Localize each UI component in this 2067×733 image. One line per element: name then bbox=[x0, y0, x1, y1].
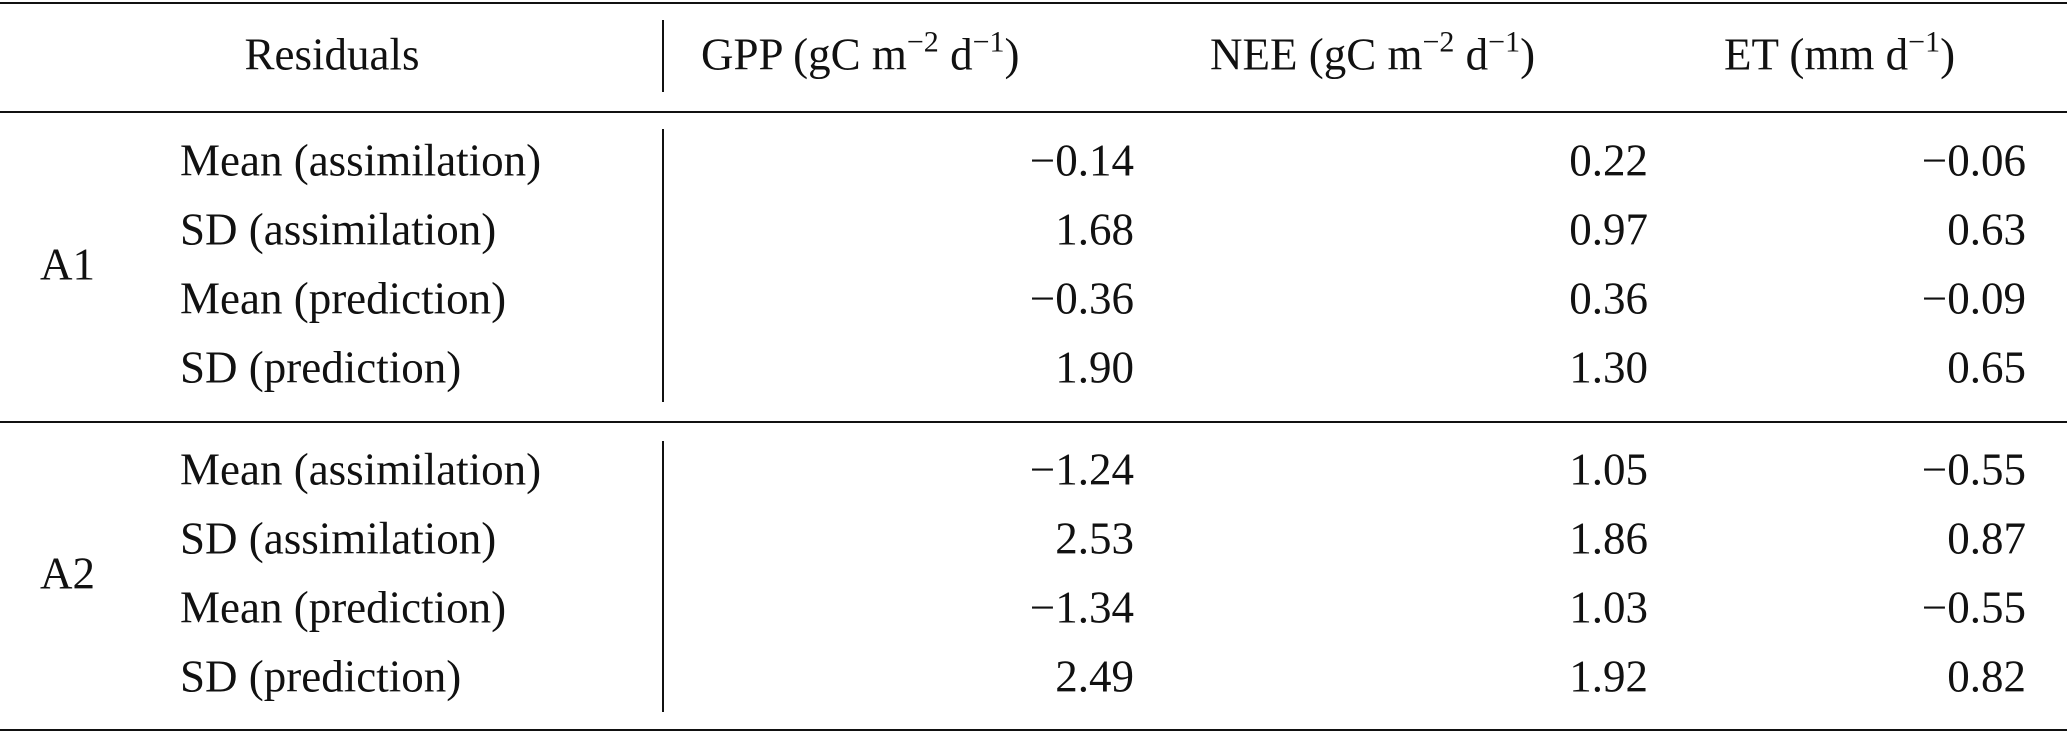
header-residuals: Residuals bbox=[244, 29, 420, 80]
cell-value: 0.87 bbox=[1947, 513, 2026, 564]
cell-value: −1.34 bbox=[1029, 582, 1134, 633]
header-text: ) bbox=[1520, 29, 1536, 80]
cell-value: −0.09 bbox=[1921, 273, 2026, 324]
row-label: SD (prediction) bbox=[180, 651, 462, 702]
cell-value: 2.53 bbox=[1055, 513, 1134, 564]
bottom-rule bbox=[0, 729, 2067, 731]
header-text: d bbox=[1454, 29, 1489, 80]
header-rule bbox=[0, 111, 2067, 113]
header-text: ) bbox=[1004, 29, 1020, 80]
cell-value: 0.22 bbox=[1569, 135, 1648, 186]
header-text: ET (mm d bbox=[1724, 29, 1909, 80]
superscript: −1 bbox=[972, 25, 1005, 59]
cell-value: −0.14 bbox=[1029, 135, 1134, 186]
cell-value: 1.05 bbox=[1569, 444, 1648, 495]
cell-value: −0.36 bbox=[1029, 273, 1134, 324]
cell-value: 2.49 bbox=[1055, 651, 1134, 702]
header-text: d bbox=[938, 29, 973, 80]
row-label: SD (prediction) bbox=[180, 342, 462, 393]
cell-value: 1.03 bbox=[1569, 582, 1648, 633]
cell-value: 0.36 bbox=[1569, 273, 1648, 324]
cell-value: 1.90 bbox=[1055, 342, 1134, 393]
group-label: A2 bbox=[40, 548, 95, 598]
column-divider bbox=[662, 129, 664, 402]
cell-value: −0.06 bbox=[1921, 135, 2026, 186]
header-text: NEE (gC m bbox=[1210, 29, 1423, 80]
cell-value: 1.92 bbox=[1569, 651, 1648, 702]
column-header: GPP (gC m−2 d−1) bbox=[701, 27, 1020, 80]
top-rule bbox=[0, 2, 2067, 4]
group-rule bbox=[0, 421, 2067, 423]
header-text: GPP (gC m bbox=[701, 29, 907, 80]
superscript: −1 bbox=[1908, 25, 1941, 59]
cell-value: 1.68 bbox=[1055, 204, 1134, 255]
cell-value: −1.24 bbox=[1029, 444, 1134, 495]
cell-value: 0.82 bbox=[1947, 651, 2026, 702]
cell-value: 0.65 bbox=[1947, 342, 2026, 393]
column-divider bbox=[662, 441, 664, 712]
row-label: Mean (assimilation) bbox=[180, 444, 542, 495]
column-header: NEE (gC m−2 d−1) bbox=[1210, 27, 1536, 80]
column-header: ET (mm d−1) bbox=[1724, 27, 1956, 80]
row-label: SD (assimilation) bbox=[180, 204, 497, 255]
column-divider bbox=[662, 20, 664, 92]
cell-value: 1.86 bbox=[1569, 513, 1648, 564]
row-label: SD (assimilation) bbox=[180, 513, 497, 564]
group-label: A1 bbox=[40, 239, 95, 289]
superscript: −2 bbox=[1422, 25, 1455, 59]
superscript: −2 bbox=[906, 25, 939, 59]
cell-value: −0.55 bbox=[1921, 582, 2026, 633]
cell-value: 0.97 bbox=[1569, 204, 1648, 255]
cell-value: 0.63 bbox=[1947, 204, 2026, 255]
cell-value: 1.30 bbox=[1569, 342, 1648, 393]
row-label: Mean (prediction) bbox=[180, 582, 507, 633]
row-label: Mean (assimilation) bbox=[180, 135, 542, 186]
superscript: −1 bbox=[1488, 25, 1521, 59]
header-text: ) bbox=[1940, 29, 1956, 80]
row-label: Mean (prediction) bbox=[180, 273, 507, 324]
cell-value: −0.55 bbox=[1921, 444, 2026, 495]
